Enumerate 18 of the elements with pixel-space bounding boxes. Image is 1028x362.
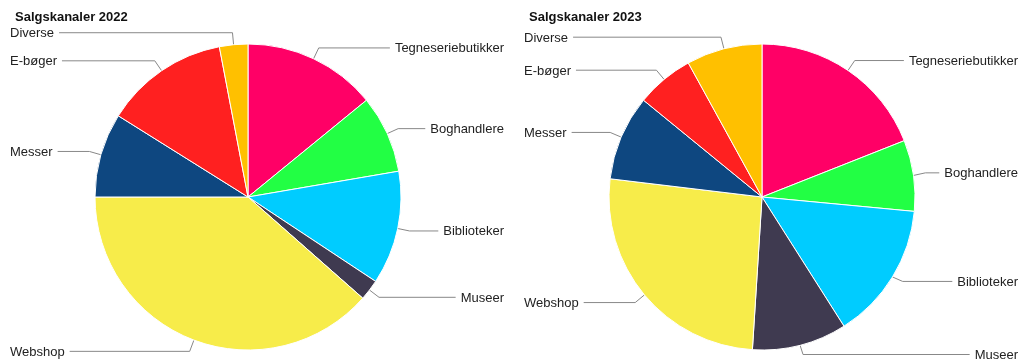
slice-label: Boghandlere	[944, 165, 1018, 181]
slice-label: E-bøger	[524, 62, 572, 78]
slice-label: Tegneseriebutikker	[908, 53, 1019, 69]
slice-label: Messer	[524, 124, 568, 140]
slice-label: Webshop	[10, 343, 65, 359]
slice-label: E-bøger	[10, 53, 58, 69]
slice-label: Diverse	[10, 25, 55, 41]
slice-label: Museer	[974, 347, 1019, 362]
slice-label: Boghandlere	[430, 121, 504, 137]
slice-label: Biblioteker	[957, 273, 1019, 289]
slice-label: Biblioteker	[443, 223, 505, 239]
chart-title: Salgskanaler 2022	[15, 9, 128, 24]
slice-label: Messer	[10, 143, 54, 159]
chart-title: Salgskanaler 2023	[529, 9, 642, 24]
slice-label: Diverse	[524, 29, 569, 45]
slice-label: Museer	[460, 289, 505, 305]
slice-label: Webshop	[524, 295, 579, 311]
slice-label: Tegneseriebutikker	[394, 40, 505, 56]
